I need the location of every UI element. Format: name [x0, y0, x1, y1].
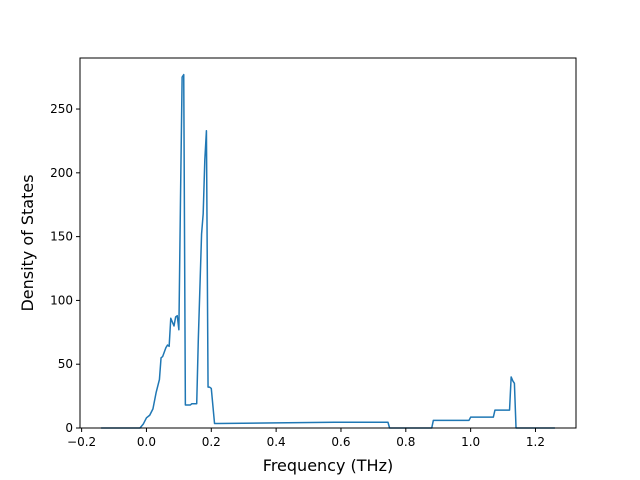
- x-axis-label: Frequency (THz): [263, 456, 393, 475]
- plot-area: [79, 57, 577, 429]
- y-tick-label: 250: [50, 102, 73, 116]
- x-tick-label: 0.6: [331, 435, 350, 449]
- x-tick-label: 1.0: [461, 435, 480, 449]
- y-axis-label: Density of States: [18, 174, 37, 311]
- y-tick-label: 50: [58, 357, 73, 371]
- series-layer: [101, 73, 555, 429]
- y-tick-label: 0: [65, 421, 73, 435]
- x-axis: −0.2 0.0 0.2 0.4 0.6 0.8 1.0 1.2: [67, 428, 545, 449]
- dos-series-line-0: [101, 73, 555, 429]
- x-tick-label: −0.2: [67, 435, 96, 449]
- y-tick-label: 100: [50, 293, 73, 307]
- y-axis: 0 50 100 150 200 250: [50, 102, 80, 435]
- x-tick-label: 1.2: [526, 435, 545, 449]
- y-tick-label: 200: [50, 166, 73, 180]
- axes-frame: [79, 57, 577, 429]
- x-tick-label: 0.4: [267, 435, 286, 449]
- x-tick-label: 0.0: [137, 435, 156, 449]
- x-tick-label: 0.8: [396, 435, 415, 449]
- x-tick-label: 0.2: [202, 435, 221, 449]
- y-tick-label: 150: [50, 230, 73, 244]
